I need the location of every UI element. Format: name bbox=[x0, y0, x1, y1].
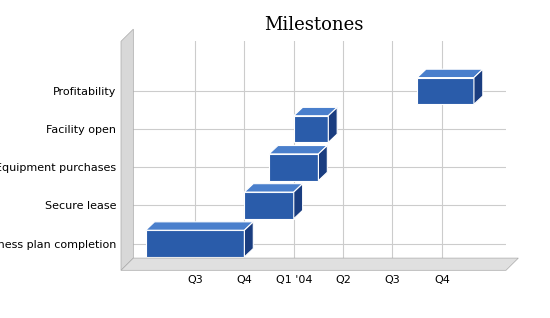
Polygon shape bbox=[318, 146, 327, 181]
Title: Milestones: Milestones bbox=[264, 16, 363, 34]
Polygon shape bbox=[244, 192, 294, 219]
Polygon shape bbox=[244, 222, 254, 257]
Polygon shape bbox=[294, 184, 302, 219]
Polygon shape bbox=[294, 116, 328, 142]
Polygon shape bbox=[294, 107, 337, 116]
Polygon shape bbox=[417, 69, 483, 78]
Polygon shape bbox=[474, 69, 483, 104]
Polygon shape bbox=[269, 146, 327, 154]
Polygon shape bbox=[146, 222, 254, 230]
Polygon shape bbox=[269, 154, 318, 181]
Polygon shape bbox=[244, 184, 303, 192]
Polygon shape bbox=[417, 78, 474, 104]
Polygon shape bbox=[328, 107, 337, 142]
Polygon shape bbox=[146, 230, 244, 257]
